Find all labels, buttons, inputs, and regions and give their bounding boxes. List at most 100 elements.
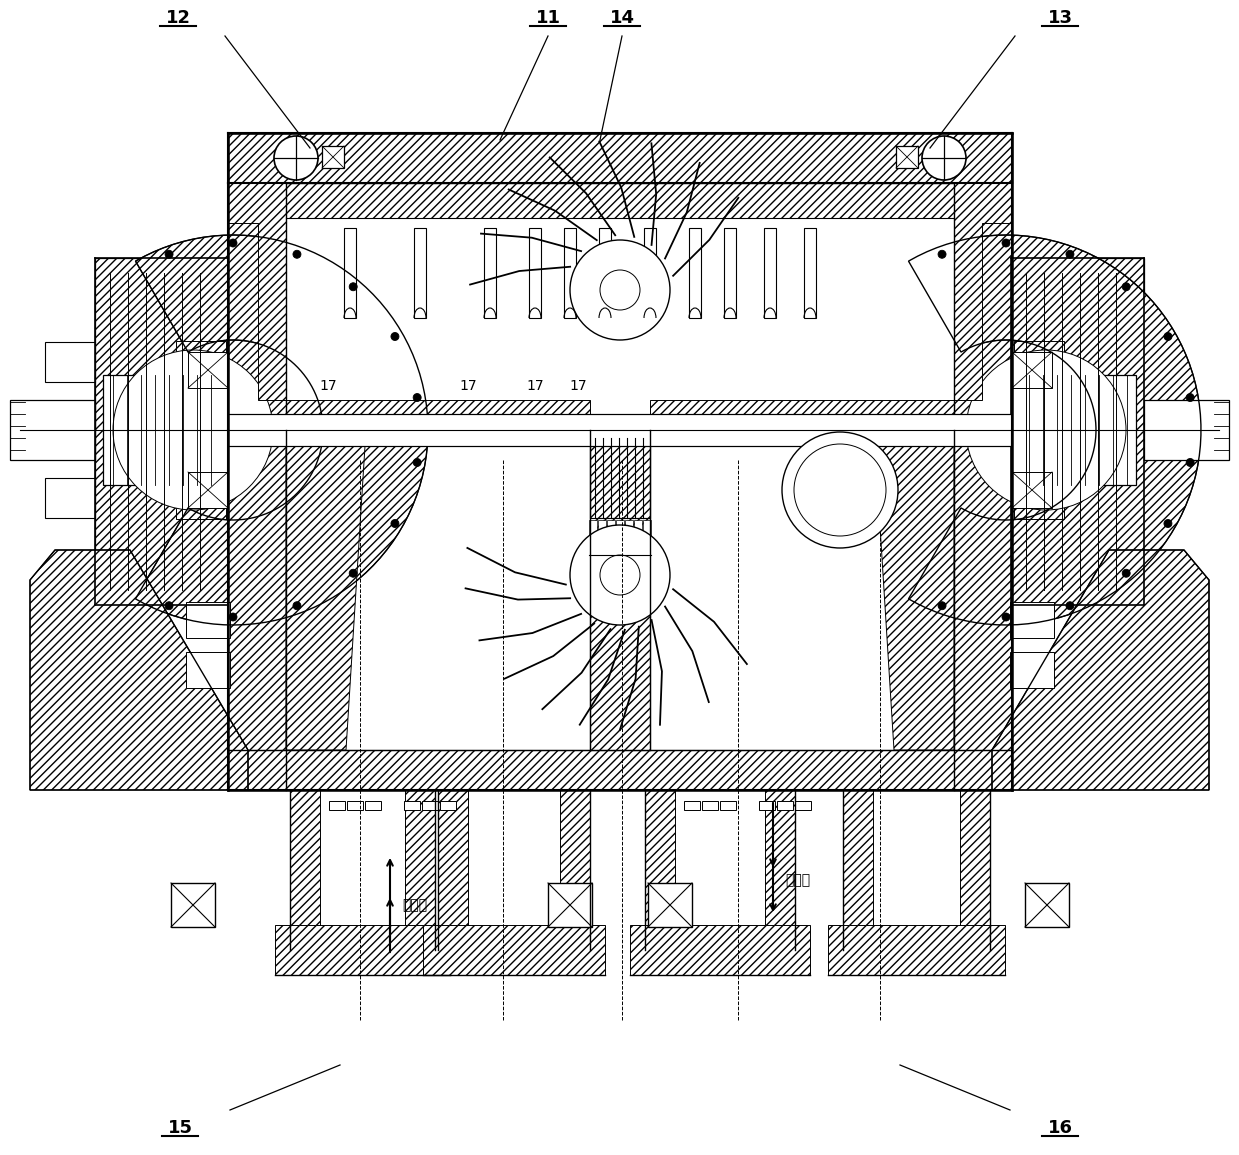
Bar — [648, 884, 693, 927]
Bar — [45, 342, 95, 382]
Polygon shape — [286, 400, 590, 430]
Bar — [634, 520, 642, 556]
Bar — [439, 790, 468, 951]
Circle shape — [1186, 459, 1194, 467]
Bar — [286, 182, 954, 218]
Bar — [1012, 656, 1052, 684]
Circle shape — [229, 613, 237, 621]
Bar — [103, 375, 221, 485]
Circle shape — [1163, 520, 1172, 528]
Bar — [347, 800, 363, 810]
Bar — [422, 925, 605, 975]
Polygon shape — [908, 234, 1201, 625]
Bar — [10, 400, 95, 460]
Text: 17: 17 — [527, 379, 544, 393]
Bar — [330, 800, 344, 810]
Circle shape — [274, 136, 318, 180]
Text: 11: 11 — [535, 9, 560, 27]
Bar — [560, 790, 590, 951]
Circle shape — [292, 251, 301, 259]
Bar — [290, 790, 320, 951]
Bar — [176, 341, 225, 368]
Bar — [1144, 400, 1229, 460]
Bar — [684, 800, 700, 810]
Bar — [804, 228, 817, 318]
Bar — [644, 228, 655, 318]
Bar — [186, 653, 230, 688]
Bar — [828, 925, 1005, 975]
Bar — [228, 430, 286, 790]
Bar — [1012, 356, 1047, 383]
Circle shape — [113, 350, 273, 511]
Bar — [404, 800, 420, 810]
Bar — [1012, 606, 1052, 634]
Polygon shape — [992, 550, 1209, 790]
Circle shape — [349, 283, 357, 291]
Bar — [548, 884, 592, 927]
Bar — [193, 356, 228, 383]
Bar — [629, 925, 810, 975]
Bar — [689, 228, 701, 318]
Circle shape — [1002, 613, 1010, 621]
Text: 14: 14 — [610, 9, 634, 27]
Bar — [607, 520, 615, 556]
Bar — [188, 656, 228, 684]
Circle shape — [782, 432, 898, 547]
Bar — [1018, 375, 1136, 485]
Bar — [598, 228, 611, 318]
Bar — [193, 476, 228, 504]
Bar — [228, 750, 1012, 790]
Bar — [777, 800, 793, 810]
Bar — [176, 491, 225, 519]
Circle shape — [292, 602, 301, 610]
Circle shape — [413, 394, 421, 402]
Circle shape — [392, 333, 399, 341]
Bar — [643, 520, 650, 556]
Bar — [1010, 602, 1054, 638]
Bar — [954, 430, 1012, 790]
Circle shape — [938, 602, 947, 610]
Text: 排气口: 排气口 — [786, 873, 810, 887]
Circle shape — [1066, 602, 1074, 610]
Bar — [896, 146, 918, 167]
Bar — [50, 346, 95, 378]
Bar — [366, 800, 382, 810]
Bar — [188, 352, 228, 388]
Bar — [1025, 884, 1069, 927]
Bar — [624, 520, 633, 556]
Bar — [286, 182, 954, 430]
Polygon shape — [135, 234, 427, 625]
Circle shape — [1123, 283, 1130, 291]
Circle shape — [1123, 569, 1130, 578]
Bar — [1011, 258, 1144, 605]
Bar — [703, 800, 717, 810]
Circle shape — [570, 240, 670, 340]
Circle shape — [794, 444, 886, 536]
Bar — [484, 228, 496, 318]
Polygon shape — [873, 430, 954, 750]
Polygon shape — [954, 182, 1012, 400]
Bar — [414, 228, 426, 318]
Bar — [228, 182, 286, 430]
Bar — [20, 408, 95, 452]
Circle shape — [1163, 333, 1172, 341]
Bar — [764, 790, 795, 951]
Bar — [322, 146, 344, 167]
Bar — [960, 790, 990, 951]
Circle shape — [349, 569, 357, 578]
Bar — [795, 800, 812, 810]
Text: 15: 15 — [167, 1119, 192, 1137]
Circle shape — [229, 239, 237, 247]
Text: 16: 16 — [1047, 1119, 1073, 1137]
Bar — [724, 228, 736, 318]
Bar — [564, 228, 576, 318]
Bar — [186, 602, 230, 638]
Bar — [529, 228, 541, 318]
Bar — [616, 520, 624, 556]
Bar — [764, 228, 776, 318]
Text: 13: 13 — [1047, 9, 1073, 27]
Bar — [720, 800, 736, 810]
Circle shape — [165, 251, 173, 259]
Polygon shape — [30, 550, 248, 790]
Circle shape — [1186, 394, 1194, 402]
